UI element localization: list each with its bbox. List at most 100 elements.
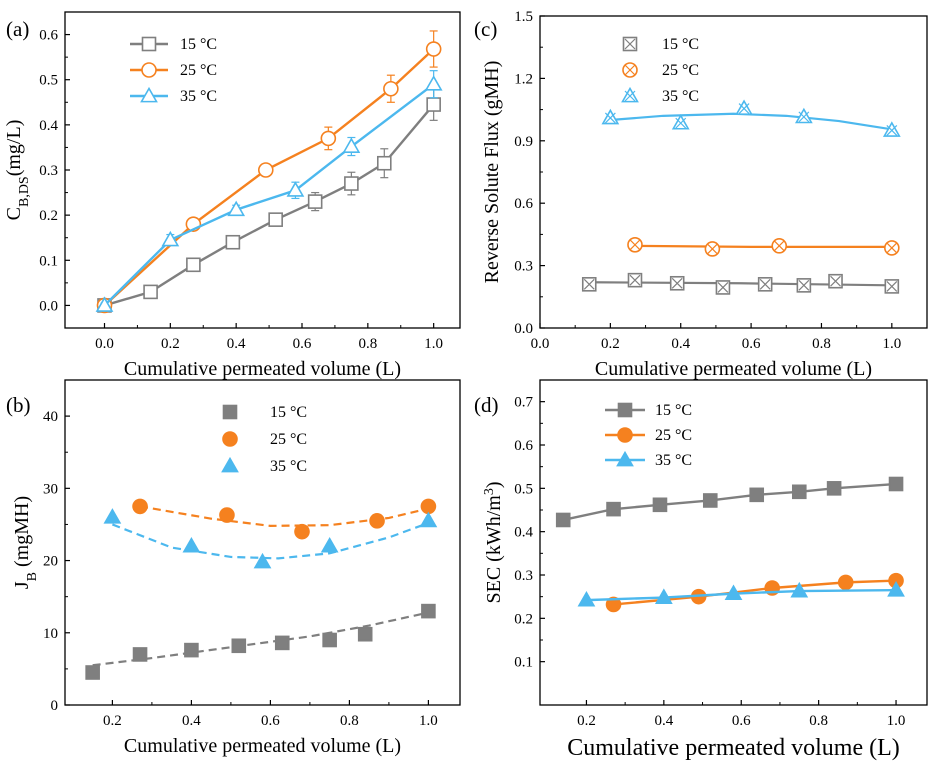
data-point [307,194,323,209]
x-tick-label: 0.6 [742,336,761,352]
data-point [161,230,180,247]
y-tick-label: 0.6 [39,28,58,44]
data-point [342,137,361,153]
data-point [671,114,690,130]
data-point [320,130,337,147]
legend-entry: 15 °C [605,402,692,419]
x-tick-label: 0.0 [95,336,114,352]
legend-marker [617,427,633,443]
plot-frame [64,379,461,706]
series-1 [581,272,900,295]
y-tick-label: 0.0 [39,298,58,314]
chart-panel-1: (a) 0.0 0.2 0.4 0.6 0.8 1.0 0.0 0.1 0.2 0.3 0.4 0.5 0… [3,11,461,380]
data-point-cross [671,277,683,289]
legend-entry: 25 °C [222,431,307,448]
data-point [605,596,622,613]
y-tick-label: 0.3 [39,163,58,179]
x-tick-label: 0.4 [671,336,690,352]
data-point-cross [798,279,810,291]
series-3 [95,70,443,312]
data-point [95,296,114,312]
x-tick-label: 0.2 [601,336,620,352]
data-point-cross [759,278,771,290]
data-point [424,75,443,91]
legend-label: 35 °C [180,88,217,105]
y-axis-label-sup: 3 [482,488,497,495]
legend-label: 25 °C [180,62,217,79]
series-line [103,48,435,307]
data-point [182,536,201,553]
x-tick-label: 0.6 [293,336,312,352]
x-axis-label: Cumulative permeated volume (L) [124,358,401,380]
data-point [425,41,442,57]
y-axis-label-main: J [11,581,33,589]
data-point [231,638,247,654]
y-tick-label: 20 [43,554,58,570]
legend-marker [621,86,639,103]
y-axis-label-sub: B [25,572,40,581]
legend-entry: 35 °C [605,450,692,469]
legend-marker [221,456,239,473]
legend-label: 25 °C [662,62,699,79]
fit-curve [634,244,892,248]
data-point [320,536,339,553]
legend-marker [141,36,157,52]
x-axis-label: Cumulative permeated volume (L) [595,358,872,380]
series-3 [103,508,438,569]
legend-entry: 25 °C [605,427,692,444]
y-tick-label: 1.2 [514,71,533,87]
panel-label: (d) [474,393,499,417]
y-tick-label: 0.1 [39,253,58,269]
legend-entry: 35 °C [130,86,217,105]
plot-frame [539,15,928,329]
data-point [103,508,122,524]
data-point-cross [886,242,898,254]
legend-entry: 15 °C [130,36,217,53]
chart-panel-3: (b) 0.2 0.4 0.6 0.8 1.0 0 10 20 30 40 Cumulative pe… [6,379,461,757]
data-point [369,513,385,529]
y-axis-label-tail: (mgMH) [11,496,33,572]
data-point-cross [773,240,785,252]
legend-marker-cross [624,38,636,50]
data-point-cross [886,280,898,292]
x-tick-label: 0.2 [103,713,122,729]
legend-entry: 15 °C [622,36,699,53]
y-tick-label: 1.5 [514,9,533,25]
legend-entry: 15 °C [222,404,307,421]
series-2 [132,498,437,540]
y-tick-label: 0.5 [514,481,533,497]
y-tick-label: 0.6 [514,196,533,212]
legend-label: 25 °C [270,431,307,448]
x-tick-label: 0.8 [358,336,377,352]
legend-label: 35 °C [655,452,692,469]
data-point-cross [717,282,729,293]
x-tick-label: 0.6 [732,713,751,729]
data-point [286,181,305,197]
series-2 [627,237,900,257]
data-point [735,99,753,115]
legend-label: 15 °C [662,36,699,53]
data-point [322,632,337,648]
data-point [344,176,359,191]
y-axis-label: JB (mgMH) [11,496,40,589]
x-tick-label: 0.8 [809,713,828,729]
data-point [652,497,668,513]
legend-marker [222,431,238,447]
data-point [555,512,571,528]
data-point [253,552,272,569]
legend-label: 25 °C [655,427,692,444]
y-tick-label: 0.7 [514,395,533,411]
legend-label: 15 °C [270,404,307,421]
data-point [887,581,905,597]
x-tick-label: 0.8 [340,713,359,729]
series-1 [97,88,441,313]
y-tick-label: 0.3 [514,568,533,584]
y-tick-label: 0.0 [514,321,533,337]
data-point [85,665,100,680]
data-point [577,591,596,607]
series-1 [555,476,904,528]
x-tick-label: 1.0 [882,336,901,352]
data-point [143,284,158,300]
series-line [104,103,435,307]
